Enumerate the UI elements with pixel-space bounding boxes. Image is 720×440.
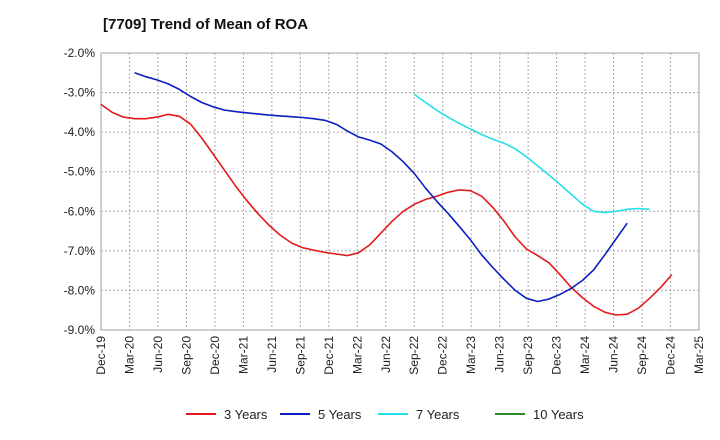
x-tick-label: Dec-23 bbox=[550, 336, 564, 375]
y-tick-label: -8.0% bbox=[64, 283, 96, 297]
x-tick-label: Jun-20 bbox=[151, 336, 165, 373]
x-tick-label: Sep-24 bbox=[635, 336, 649, 375]
y-tick-label: -5.0% bbox=[64, 165, 96, 179]
series-line-3-years bbox=[100, 103, 673, 316]
x-tick-label: Jun-23 bbox=[493, 336, 507, 373]
series-lines bbox=[100, 72, 673, 316]
legend-label: 3 Years bbox=[224, 407, 268, 422]
x-tick-label: Sep-21 bbox=[293, 336, 307, 375]
x-axis-ticks: Dec-19 Mar-20 Jun-20 Sep-20 Dec-20 Mar-21 Jun-… bbox=[94, 336, 706, 375]
x-tick-label: Dec-21 bbox=[322, 336, 336, 375]
y-tick-label: -6.0% bbox=[64, 204, 96, 218]
series-line-5-years bbox=[134, 72, 628, 303]
x-tick-label: Mar-25 bbox=[692, 336, 706, 374]
x-tick-label: Mar-24 bbox=[578, 336, 592, 374]
x-tick-label: Jun-24 bbox=[607, 336, 621, 373]
x-tick-label: Sep-23 bbox=[521, 336, 535, 375]
x-tick-label: Mar-23 bbox=[464, 336, 478, 374]
x-tick-label: Jun-22 bbox=[379, 336, 393, 373]
legend: 3 Years 5 Years 7 Years 10 Years bbox=[186, 407, 584, 422]
x-tick-label: Mar-22 bbox=[350, 336, 364, 374]
legend-label: 5 Years bbox=[318, 407, 362, 422]
x-tick-label: Dec-20 bbox=[208, 336, 222, 375]
x-tick-label: Mar-21 bbox=[236, 336, 250, 374]
chart-title: [7709] Trend of Mean of ROA bbox=[103, 16, 308, 33]
y-tick-label: -4.0% bbox=[64, 125, 96, 139]
x-tick-label: Sep-20 bbox=[179, 336, 193, 375]
y-tick-label: -3.0% bbox=[64, 86, 96, 100]
legend-label: 7 Years bbox=[416, 407, 460, 422]
x-tick-label: Jun-21 bbox=[265, 336, 279, 373]
legend-label: 10 Years bbox=[533, 407, 584, 422]
series-line-7-years bbox=[414, 93, 650, 214]
x-tick-label: Mar-20 bbox=[122, 336, 136, 374]
x-tick-label: Sep-22 bbox=[407, 336, 421, 375]
x-tick-label: Dec-19 bbox=[94, 336, 108, 375]
x-tick-label: Dec-24 bbox=[664, 336, 678, 375]
plot-area bbox=[100, 52, 700, 331]
x-tick-label: Dec-22 bbox=[436, 336, 450, 375]
y-tick-label: -9.0% bbox=[64, 323, 96, 337]
y-tick-label: -2.0% bbox=[64, 46, 96, 60]
y-axis-ticks: -2.0% -3.0% -4.0% -5.0% -6.0% -7.0% -8.0% -9.0% bbox=[64, 46, 96, 337]
y-tick-label: -7.0% bbox=[64, 244, 96, 258]
